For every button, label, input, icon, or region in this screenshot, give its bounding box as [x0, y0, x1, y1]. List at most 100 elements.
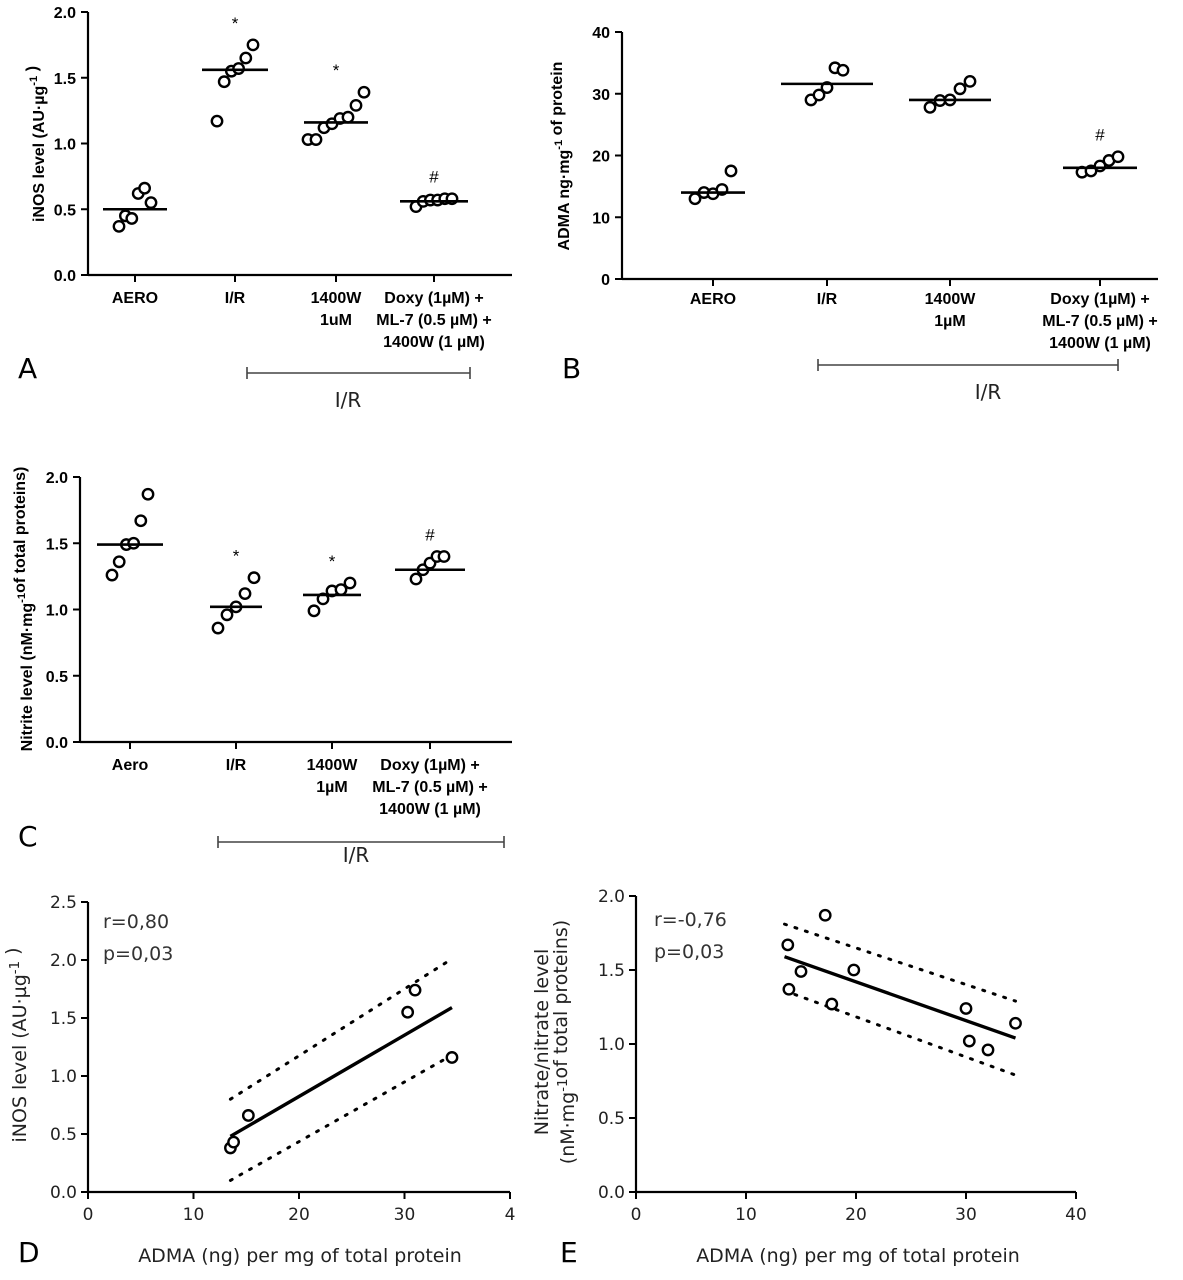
data-point	[343, 576, 357, 590]
data-point	[134, 514, 148, 528]
data-point	[962, 1034, 976, 1048]
data-point	[112, 219, 126, 233]
data-point	[782, 982, 796, 996]
ci-upper-line	[783, 922, 1017, 1003]
group-label: I/R	[335, 388, 362, 412]
category-label: AERO	[112, 290, 158, 307]
panel-letter: C	[18, 820, 38, 853]
data-point	[210, 114, 224, 128]
ci-lower-line	[228, 1053, 454, 1182]
x-tick-label: 10	[183, 1205, 205, 1225]
y-tick-label: 1.5	[50, 1009, 77, 1029]
data-point	[307, 604, 321, 618]
y-axis-label-line2: (nM·mg-1of total proteins)	[550, 920, 579, 1164]
category-label: Doxy (1µM) +	[1050, 291, 1149, 308]
panel-a: 0.0 0.5 1.0 1.5 2.0 iNOS level (AU·µg-1 ) AERO…	[18, 5, 512, 412]
y-tick-label: 1.5	[54, 71, 76, 88]
y-tick-label: 0.0	[46, 735, 68, 752]
data-point	[923, 100, 937, 114]
data-point	[241, 1109, 255, 1122]
y-tick-label: 1.0	[54, 137, 76, 154]
y-tick-label: 2.0	[598, 887, 625, 907]
data-point	[220, 608, 234, 622]
data-point	[1111, 150, 1125, 164]
category-label: I/R	[225, 290, 246, 307]
y-axis-label: iNOS level (AU·µg-1 )	[24, 66, 48, 222]
y-tick-label: 40	[592, 25, 610, 42]
data-point	[847, 963, 861, 977]
stat-annotation: p=0,03	[103, 943, 173, 965]
category-label: Doxy (1µM) +	[384, 290, 483, 307]
category-label: 1400W (1 µM)	[379, 801, 481, 818]
data-point	[825, 997, 839, 1011]
y-tick-label: 1.0	[46, 603, 68, 620]
panel-letter: D	[18, 1236, 40, 1269]
y-tick-label: 0.0	[50, 1183, 77, 1203]
category-label: I/R	[817, 291, 838, 308]
x-tick-label: 30	[955, 1205, 977, 1225]
y-axis-label: ADMA ng·mg-1 of protein	[549, 62, 573, 251]
data-point	[445, 1051, 459, 1064]
panel-d: 0.0 0.5 1.0 1.5 2.0 2.5 0 10 20 30 4 ADMA (ng) per …	[2, 893, 515, 1269]
data-point	[341, 110, 355, 124]
y-axis-label: Nitrate/nitrate level	[531, 949, 553, 1136]
category-label: 1400W	[311, 290, 363, 307]
data-point	[112, 555, 126, 569]
y-tick-label: 0	[601, 272, 610, 289]
y-tick-label: 0.5	[54, 202, 76, 219]
category-label: 1400W	[925, 291, 977, 308]
data-point	[309, 133, 323, 146]
data-point	[217, 75, 231, 89]
panel-e: 0.0 0.5 1.0 1.5 2.0 0 10 20 30 40 ADMA (ng) per mg…	[531, 887, 1087, 1269]
data-point	[247, 571, 261, 585]
category-label: 1µM	[316, 779, 347, 796]
category-label: ML-7 (0.5 µM) +	[1042, 313, 1157, 330]
data-point	[238, 587, 252, 600]
stat-annotation: r=0,80	[103, 911, 169, 933]
data-point	[227, 1135, 240, 1149]
panel-letter: E	[560, 1236, 578, 1269]
data-point	[953, 82, 967, 96]
data-point	[781, 938, 795, 952]
y-tick-label: 2.0	[54, 5, 76, 22]
y-tick-label: 1.5	[46, 536, 68, 553]
significance-marker: *	[329, 552, 336, 571]
data-point	[836, 63, 850, 77]
category-label: Aero	[112, 757, 149, 774]
category-label: 1µM	[934, 313, 965, 330]
stat-annotation: p=0,03	[654, 941, 724, 963]
x-tick-label: 0	[83, 1205, 94, 1225]
category-label: ML-7 (0.5 µM) +	[372, 779, 487, 796]
category-label: 1400W (1 µM)	[383, 334, 485, 351]
data-point	[963, 75, 977, 88]
panel-letter: B	[562, 352, 581, 385]
x-axis-label: ADMA (ng) per mg of total protein	[696, 1245, 1020, 1267]
data-point	[246, 38, 260, 52]
significance-marker: #	[425, 526, 435, 545]
data-point	[981, 1043, 995, 1057]
data-point	[232, 62, 246, 75]
panel-letter: A	[18, 352, 37, 385]
data-point	[141, 487, 155, 501]
category-label: 1400W	[307, 757, 359, 774]
y-axis-label: iNOS level (AU·µg-1 )	[2, 948, 31, 1143]
category-label: 1uM	[320, 312, 352, 329]
y-tick-label: 20	[592, 149, 610, 166]
significance-marker: #	[1095, 126, 1105, 145]
data-point	[724, 164, 738, 178]
data-point	[812, 88, 826, 102]
stat-annotation: r=-0,76	[654, 909, 727, 931]
data-point	[138, 181, 152, 195]
x-tick-label: 30	[394, 1205, 416, 1225]
ci-lower-line	[783, 989, 1017, 1077]
data-point	[818, 908, 832, 922]
x-tick-label: 4	[505, 1205, 516, 1225]
data-point	[401, 1005, 415, 1019]
y-tick-label: 1.0	[50, 1067, 77, 1087]
data-point	[239, 51, 253, 65]
panel-c: 0.0 0.5 1.0 1.5 2.0 Nitrite level (nM·mg-1of …	[12, 467, 512, 867]
data-point	[437, 550, 451, 563]
data-point	[211, 621, 225, 635]
category-label: Doxy (1µM) +	[380, 757, 479, 774]
